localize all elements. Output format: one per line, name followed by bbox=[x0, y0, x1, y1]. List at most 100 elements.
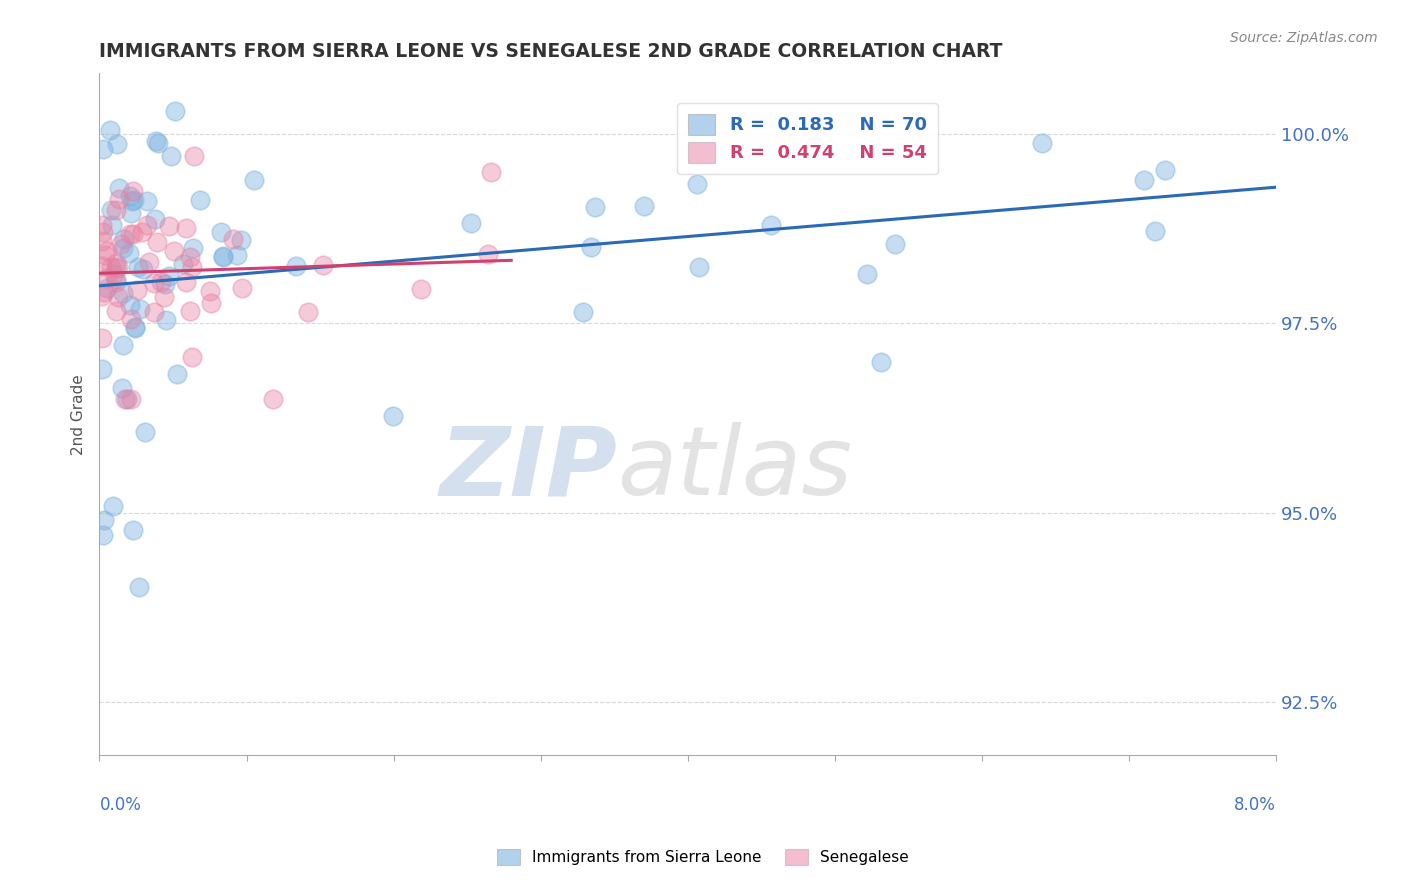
Point bbox=[222, 232, 245, 246]
Point bbox=[127, 260, 149, 274]
Point bbox=[163, 104, 186, 119]
Point bbox=[105, 202, 128, 217]
Point bbox=[100, 202, 122, 217]
Point bbox=[409, 282, 432, 296]
Point bbox=[688, 260, 710, 275]
Point bbox=[242, 173, 264, 187]
Point bbox=[633, 199, 655, 213]
Point bbox=[128, 580, 150, 594]
Point bbox=[121, 194, 143, 208]
Point bbox=[231, 280, 253, 294]
Point bbox=[118, 246, 141, 260]
Point bbox=[118, 227, 141, 242]
Point bbox=[120, 189, 142, 203]
Point bbox=[91, 288, 114, 302]
Point bbox=[107, 192, 129, 206]
Point bbox=[94, 248, 117, 262]
Point bbox=[122, 227, 145, 241]
Point bbox=[183, 149, 205, 163]
Text: atlas: atlas bbox=[617, 423, 852, 516]
Point bbox=[91, 331, 114, 345]
Point bbox=[174, 275, 197, 289]
Point bbox=[93, 225, 115, 239]
Point bbox=[120, 312, 142, 326]
Point bbox=[110, 237, 132, 252]
Point bbox=[135, 194, 157, 208]
Point bbox=[855, 267, 877, 281]
Point bbox=[111, 381, 134, 395]
Point bbox=[146, 136, 169, 150]
Point bbox=[101, 218, 124, 232]
Point bbox=[91, 361, 114, 376]
Point bbox=[174, 220, 197, 235]
Point bbox=[108, 180, 131, 194]
Point bbox=[198, 284, 221, 298]
Point bbox=[125, 283, 148, 297]
Point bbox=[98, 123, 121, 137]
Point bbox=[105, 137, 128, 152]
Point bbox=[112, 232, 135, 246]
Point bbox=[134, 425, 156, 439]
Point bbox=[115, 392, 138, 406]
Point bbox=[583, 200, 606, 214]
Point bbox=[93, 285, 115, 300]
Point bbox=[163, 244, 186, 258]
Point bbox=[96, 281, 118, 295]
Point bbox=[1031, 136, 1053, 150]
Point bbox=[172, 256, 194, 270]
Point bbox=[146, 235, 169, 250]
Point bbox=[142, 276, 165, 290]
Point bbox=[179, 250, 201, 264]
Point bbox=[96, 270, 118, 285]
Point bbox=[579, 240, 602, 254]
Point bbox=[869, 355, 891, 369]
Point bbox=[120, 392, 142, 407]
Text: ZIP: ZIP bbox=[439, 423, 617, 516]
Point bbox=[166, 368, 188, 382]
Point bbox=[93, 512, 115, 526]
Point bbox=[477, 247, 499, 261]
Point bbox=[120, 298, 142, 312]
Point bbox=[124, 320, 146, 334]
Text: IMMIGRANTS FROM SIERRA LEONE VS SENEGALESE 2ND GRADE CORRELATION CHART: IMMIGRANTS FROM SIERRA LEONE VS SENEGALE… bbox=[100, 42, 1002, 61]
Point bbox=[209, 225, 232, 239]
Point bbox=[262, 392, 284, 407]
Point bbox=[160, 149, 183, 163]
Point bbox=[142, 305, 165, 319]
Point bbox=[460, 217, 482, 231]
Point bbox=[111, 285, 134, 300]
Point bbox=[135, 218, 157, 232]
Point bbox=[104, 304, 127, 318]
Point bbox=[103, 267, 125, 281]
Point bbox=[481, 165, 503, 179]
Point bbox=[121, 523, 143, 537]
Point bbox=[101, 499, 124, 513]
Point bbox=[122, 193, 145, 207]
Point bbox=[572, 305, 595, 319]
Point bbox=[91, 259, 114, 273]
Point bbox=[91, 527, 114, 541]
Point bbox=[231, 233, 253, 247]
Text: 8.0%: 8.0% bbox=[1234, 797, 1277, 814]
Point bbox=[145, 134, 167, 148]
Point bbox=[212, 249, 235, 263]
Point bbox=[804, 139, 827, 153]
Point bbox=[312, 259, 335, 273]
Point bbox=[188, 193, 211, 207]
Legend: R =  0.183    N = 70, R =  0.474    N = 54: R = 0.183 N = 70, R = 0.474 N = 54 bbox=[678, 103, 938, 174]
Point bbox=[122, 184, 145, 198]
Point bbox=[181, 241, 204, 255]
Point bbox=[91, 219, 114, 233]
Point bbox=[132, 262, 155, 277]
Point bbox=[124, 319, 146, 334]
Point bbox=[212, 250, 235, 264]
Point bbox=[152, 290, 174, 304]
Point bbox=[686, 178, 709, 192]
Point bbox=[104, 256, 127, 270]
Point bbox=[181, 350, 204, 364]
Point bbox=[105, 272, 128, 286]
Point bbox=[91, 143, 114, 157]
Point bbox=[759, 218, 782, 232]
Point bbox=[107, 260, 129, 274]
Point bbox=[226, 248, 249, 262]
